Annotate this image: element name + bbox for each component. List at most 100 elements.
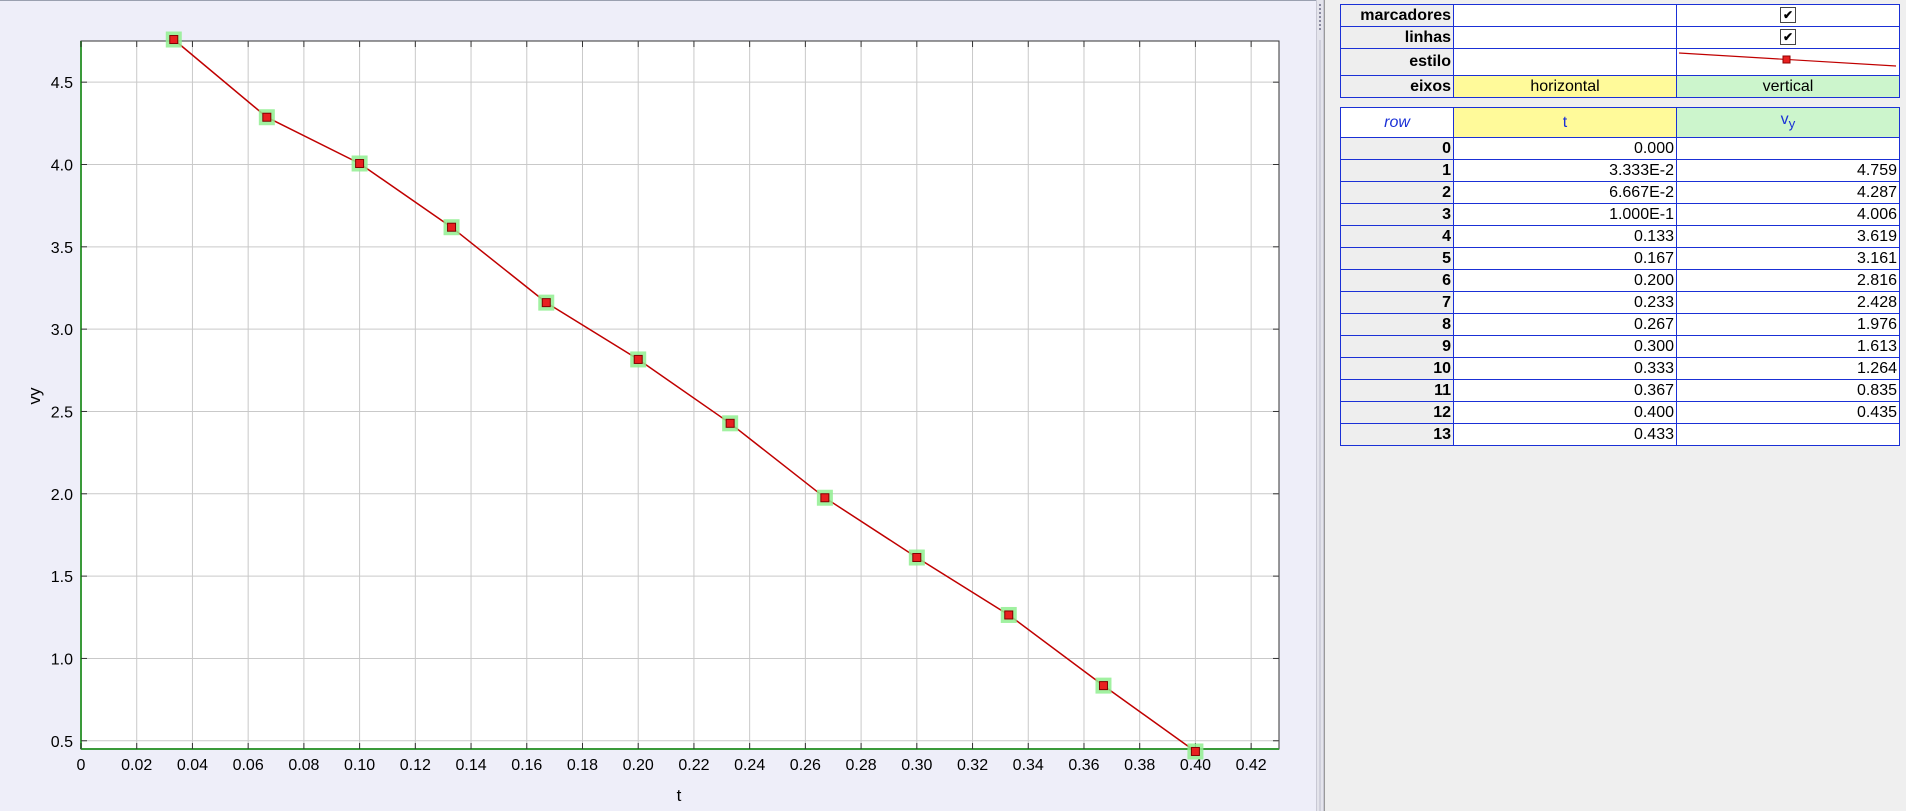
markers-empty-cell[interactable]: [1453, 4, 1677, 27]
x-tick-label: 0.28: [846, 757, 877, 774]
style-preview-swatch[interactable]: [1677, 49, 1898, 69]
line-chart[interactable]: 0 0.02 0.04 0.06 0.08 0.10 0.12 0.14 0.16 0.18 0.2…: [0, 1, 1316, 812]
lines-empty-cell[interactable]: [1453, 26, 1677, 49]
t-value-cell[interactable]: 0.333: [1453, 357, 1677, 380]
vy-value-cell[interactable]: 2.428: [1676, 291, 1900, 314]
t-value-cell[interactable]: 0.233: [1453, 291, 1677, 314]
axis-vertical-cell[interactable]: vertical: [1676, 75, 1900, 98]
t-value-cell[interactable]: 1.000E-1: [1453, 203, 1677, 226]
data-point[interactable]: [630, 351, 647, 368]
table-row[interactable]: 8 0.267 1.976: [1340, 313, 1900, 336]
plot-panel[interactable]: 0 0.02 0.04 0.06 0.08 0.10 0.12 0.14 0.16 0.18 0.2…: [0, 0, 1316, 811]
row-index-cell[interactable]: 12: [1340, 401, 1454, 424]
t-value-cell[interactable]: 0.367: [1453, 379, 1677, 402]
plot-area[interactable]: [80, 40, 1280, 750]
t-value-cell[interactable]: 0.267: [1453, 313, 1677, 336]
data-point[interactable]: [258, 109, 275, 126]
table-row[interactable]: 2 6.667E-2 4.287: [1340, 181, 1900, 204]
data-point[interactable]: [443, 219, 460, 236]
vy-value-cell[interactable]: 1.264: [1676, 357, 1900, 380]
vy-value-cell[interactable]: 0.835: [1676, 379, 1900, 402]
vy-value-cell[interactable]: 4.287: [1676, 181, 1900, 204]
table-row[interactable]: 0 0.000: [1340, 137, 1900, 160]
t-value-cell[interactable]: 0.167: [1453, 247, 1677, 270]
table-row[interactable]: 9 0.300 1.613: [1340, 335, 1900, 358]
t-value-cell[interactable]: 6.667E-2: [1453, 181, 1677, 204]
row-index-cell[interactable]: 10: [1340, 357, 1454, 380]
data-point-marker: [1004, 610, 1014, 620]
t-value-cell[interactable]: 0.433: [1453, 423, 1677, 446]
table-row[interactable]: 3 1.000E-1 4.006: [1340, 203, 1900, 226]
table-row[interactable]: 13 0.433: [1340, 423, 1900, 446]
table-row[interactable]: 11 0.367 0.835: [1340, 379, 1900, 402]
data-point[interactable]: [1187, 743, 1204, 760]
row-index-cell[interactable]: 8: [1340, 313, 1454, 336]
vy-value-cell[interactable]: 3.161: [1676, 247, 1900, 270]
splitter-handle[interactable]: [1316, 0, 1324, 811]
x-tick-label: 0.32: [957, 757, 988, 774]
y-axis-title: vy: [25, 387, 44, 405]
x-tick-label: 0.02: [121, 757, 152, 774]
header-t[interactable]: t: [1453, 107, 1677, 138]
row-index-cell[interactable]: 0: [1340, 137, 1454, 160]
vy-value-cell[interactable]: 3.619: [1676, 225, 1900, 248]
data-point[interactable]: [722, 415, 739, 432]
vy-value-cell[interactable]: 4.759: [1676, 159, 1900, 182]
axis-horizontal-cell[interactable]: horizontal: [1453, 75, 1677, 98]
y-tick-label: 1.0: [51, 651, 73, 668]
series-markers[interactable]: [165, 31, 1204, 760]
vy-value-cell[interactable]: [1676, 423, 1900, 446]
row-index-cell[interactable]: 5: [1340, 247, 1454, 270]
row-index-cell[interactable]: 11: [1340, 379, 1454, 402]
tick-marks: [80, 41, 1279, 749]
table-row[interactable]: 10 0.333 1.264: [1340, 357, 1900, 380]
table-row[interactable]: 7 0.233 2.428: [1340, 291, 1900, 314]
vy-value-cell[interactable]: 1.976: [1676, 313, 1900, 336]
vy-value-cell[interactable]: [1676, 137, 1900, 160]
data-point[interactable]: [1000, 606, 1017, 623]
data-point[interactable]: [816, 489, 833, 506]
y-tick-label: 2.0: [51, 487, 73, 504]
t-value-cell[interactable]: 0.000: [1453, 137, 1677, 160]
row-index-cell[interactable]: 3: [1340, 203, 1454, 226]
t-value-cell[interactable]: 0.300: [1453, 335, 1677, 358]
style-preview-cell[interactable]: [1676, 48, 1900, 76]
header-vy[interactable]: vy: [1676, 107, 1900, 138]
y-tick-label: 1.5: [51, 569, 73, 586]
t-value-cell[interactable]: 3.333E-2: [1453, 159, 1677, 182]
vy-value-cell[interactable]: 2.816: [1676, 269, 1900, 292]
markers-checkbox[interactable]: ✔: [1780, 7, 1796, 24]
markers-checkbox-cell[interactable]: ✔: [1676, 4, 1900, 27]
t-value-cell[interactable]: 0.400: [1453, 401, 1677, 424]
row-index-cell[interactable]: 4: [1340, 225, 1454, 248]
row-index-cell[interactable]: 7: [1340, 291, 1454, 314]
vy-value-cell[interactable]: 4.006: [1676, 203, 1900, 226]
data-point[interactable]: [1095, 677, 1112, 694]
style-empty-cell[interactable]: [1453, 48, 1677, 76]
table-row[interactable]: 5 0.167 3.161: [1340, 247, 1900, 270]
lines-checkbox[interactable]: ✔: [1780, 29, 1796, 46]
t-value-cell[interactable]: 0.200: [1453, 269, 1677, 292]
x-tick-label: 0.12: [400, 757, 431, 774]
data-point[interactable]: [538, 294, 555, 311]
t-value-cell[interactable]: 0.133: [1453, 225, 1677, 248]
table-row[interactable]: 4 0.133 3.619: [1340, 225, 1900, 248]
data-point-marker: [169, 35, 179, 45]
data-point[interactable]: [351, 155, 368, 172]
header-row[interactable]: row: [1340, 107, 1454, 138]
table-row[interactable]: 12 0.400 0.435: [1340, 401, 1900, 424]
vy-value-cell[interactable]: 1.613: [1676, 335, 1900, 358]
row-index-cell[interactable]: 1: [1340, 159, 1454, 182]
x-tick-label: 0.26: [790, 757, 821, 774]
data-point[interactable]: [165, 31, 182, 48]
lines-checkbox-cell[interactable]: ✔: [1676, 26, 1900, 49]
table-row[interactable]: 6 0.200 2.816: [1340, 269, 1900, 292]
row-index-cell[interactable]: 9: [1340, 335, 1454, 358]
row-index-cell[interactable]: 6: [1340, 269, 1454, 292]
row-index-cell[interactable]: 13: [1340, 423, 1454, 446]
table-row[interactable]: 1 3.333E-2 4.759: [1340, 159, 1900, 182]
row-index-cell[interactable]: 2: [1340, 181, 1454, 204]
splitter-grip[interactable]: [1319, 4, 1321, 30]
data-point[interactable]: [908, 549, 925, 566]
vy-value-cell[interactable]: 0.435: [1676, 401, 1900, 424]
